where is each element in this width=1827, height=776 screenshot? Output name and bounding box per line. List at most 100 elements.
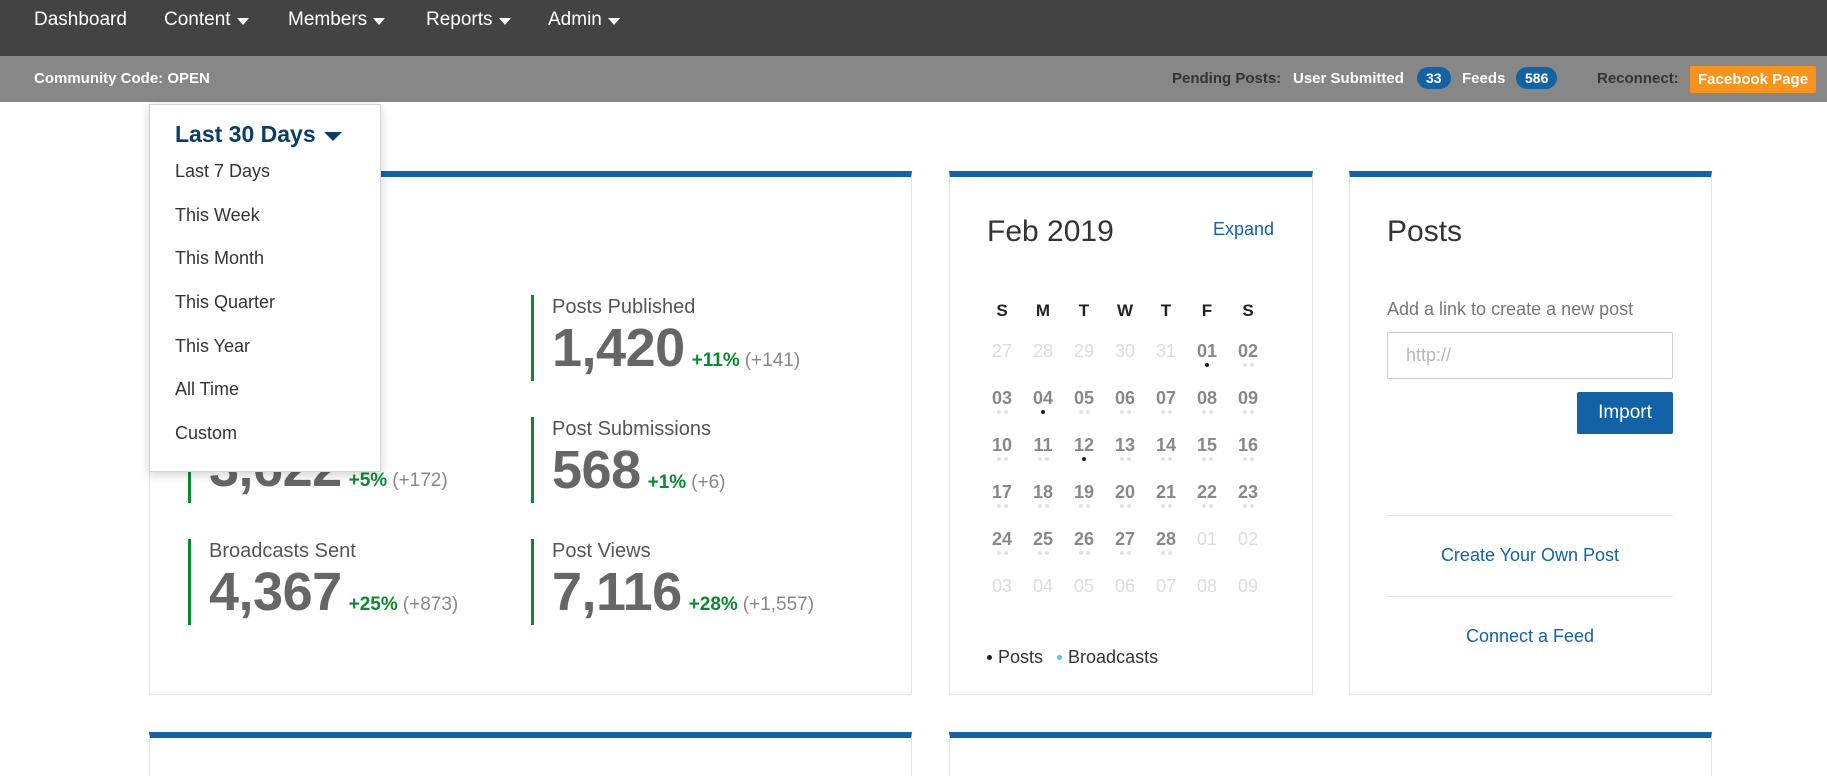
top-navigation-bar: Dashboard Content Members Reports Admin <box>0 0 1827 56</box>
import-button[interactable]: Import <box>1577 392 1673 434</box>
calendar-day[interactable]: 18 <box>1026 482 1060 509</box>
calendar-day[interactable]: 28 <box>1149 529 1183 556</box>
posts-published-delta: (+141) <box>744 350 801 371</box>
nav-dashboard-label: Dashboard <box>34 9 127 30</box>
weekday-header: F <box>1201 301 1213 320</box>
broadcasts-sent-stat: Broadcasts Sent 4,367 +25% (+873) <box>188 539 458 625</box>
range-option-all-time[interactable]: All Time <box>175 379 240 399</box>
calendar-day[interactable]: 10 <box>985 435 1019 462</box>
connect-feed-link[interactable]: Connect a Feed <box>1465 626 1595 646</box>
range-option-this-quarter[interactable]: This Quarter <box>175 292 276 312</box>
calendar-day[interactable]: 06 <box>1108 388 1142 415</box>
feeds-link[interactable]: Feeds <box>1462 70 1506 87</box>
feeds-count-badge[interactable]: 586 <box>1516 67 1558 89</box>
calendar-day[interactable]: 23 <box>1231 482 1265 509</box>
calendar-day[interactable]: 09 <box>1231 388 1265 415</box>
reconnect-label: Reconnect: <box>1597 70 1679 87</box>
calendar-day[interactable]: 08 <box>1190 388 1224 415</box>
calendar-day: 05 <box>1067 576 1101 597</box>
nav-members-menu[interactable]: Members <box>288 8 386 32</box>
nav-content-menu[interactable]: Content <box>164 8 249 32</box>
calendar-month-title: Feb 2019 <box>987 215 1114 248</box>
calendar-day[interactable]: 04 <box>1026 388 1060 415</box>
create-own-post-link[interactable]: Create Your Own Post <box>1440 545 1620 565</box>
date-range-selected[interactable]: Last 30 Days <box>175 121 342 148</box>
range-option-last-7-days[interactable]: Last 7 Days <box>175 161 271 181</box>
post-dot-icon <box>1119 504 1124 508</box>
calendar-day-number: 16 <box>1237 435 1259 455</box>
calendar-day[interactable]: 02 <box>1231 341 1265 368</box>
calendar-day[interactable]: 14 <box>1149 435 1183 462</box>
calendar-day-number: 19 <box>1073 482 1095 502</box>
user-submitted-count-badge[interactable]: 33 <box>1417 67 1451 89</box>
chevron-down-icon <box>607 17 620 25</box>
calendar-day[interactable]: 11 <box>1026 435 1060 462</box>
calendar-day-number: 01 <box>1196 529 1218 549</box>
calendar-day[interactable]: 26 <box>1067 529 1101 556</box>
posts-published-label: Posts Published <box>552 296 696 318</box>
calendar-day[interactable]: 22 <box>1190 482 1224 509</box>
post-dot-icon <box>1242 410 1247 414</box>
calendar-day-number: 05 <box>1073 576 1095 596</box>
calendar-day[interactable]: 16 <box>1231 435 1265 462</box>
post-dot-icon <box>1119 410 1124 414</box>
nav-dashboard[interactable]: Dashboard <box>34 8 127 32</box>
broadcast-dot-icon <box>1003 551 1008 555</box>
calendar-day[interactable]: 21 <box>1149 482 1183 509</box>
calendar-day[interactable]: 25 <box>1026 529 1060 556</box>
calendar-day[interactable]: 15 <box>1190 435 1224 462</box>
calendar-day[interactable]: 20 <box>1108 482 1142 509</box>
range-option-this-week[interactable]: This Week <box>175 205 260 225</box>
calendar-day-number: 17 <box>991 482 1013 502</box>
calendar-day[interactable]: 07 <box>1149 388 1183 415</box>
nav-reports-menu[interactable]: Reports <box>426 8 511 32</box>
broadcast-dot-icon <box>1085 504 1090 508</box>
calendar-day-number: 25 <box>1032 529 1054 549</box>
calendar-day[interactable]: 19 <box>1067 482 1101 509</box>
post-views-value: 7,116 <box>552 562 682 622</box>
calendar-day[interactable]: 12 <box>1067 435 1101 462</box>
posts-published-stat: Posts Published 1,420 +11% (+141) <box>531 295 800 381</box>
range-option-this-year[interactable]: This Year <box>175 336 251 356</box>
activity-dots <box>1067 457 1101 462</box>
range-option-this-month[interactable]: This Month <box>175 248 265 268</box>
calendar-day[interactable]: 17 <box>985 482 1019 509</box>
broadcast-dot-icon <box>1085 551 1090 555</box>
user-submitted-link[interactable]: User Submitted <box>1293 70 1404 87</box>
calendar-day: 03 <box>985 576 1019 597</box>
post-dot-icon <box>1201 504 1206 508</box>
calendar-day-number: 27 <box>991 341 1013 361</box>
calendar-expand-link[interactable]: Expand <box>1212 219 1274 239</box>
post-submissions-delta: (+6) <box>691 472 726 493</box>
weekday-header: T <box>1160 301 1172 320</box>
calendar-day: 06 <box>1108 576 1142 597</box>
new-post-hint: Add a link to create a new post <box>1387 299 1634 319</box>
calendar-day[interactable]: 05 <box>1067 388 1101 415</box>
activity-dots <box>1231 457 1265 462</box>
post-dot-icon <box>1201 410 1206 414</box>
activity-dots <box>1149 504 1183 509</box>
divider <box>1387 515 1673 516</box>
calendar-card: Feb 2019 Expand S M T W T F S 27 28 29 30 31 01 02 03 0… <box>949 171 1313 695</box>
range-option-custom[interactable]: Custom <box>175 423 238 443</box>
broadcast-dot-icon <box>1249 457 1254 461</box>
nav-admin-menu[interactable]: Admin <box>548 8 620 32</box>
calendar-day[interactable]: 24 <box>985 529 1019 556</box>
post-submissions-value: 568 <box>552 440 641 500</box>
post-dot-icon <box>1037 504 1042 508</box>
calendar-day[interactable]: 27 <box>1108 529 1142 556</box>
calendar-day[interactable]: 03 <box>985 388 1019 415</box>
calendar-day[interactable]: 13 <box>1108 435 1142 462</box>
calendar-day-number: 09 <box>1237 576 1259 596</box>
calendar-day[interactable]: 01 <box>1190 341 1224 368</box>
calendar-day-number: 21 <box>1155 482 1177 502</box>
calendar-day-number: 05 <box>1073 388 1095 408</box>
calendar-day-number: 06 <box>1114 576 1136 596</box>
reconnect-facebook-page-button[interactable]: Facebook Page <box>1690 66 1817 93</box>
post-url-input[interactable] <box>1387 332 1673 379</box>
calendar-day-number: 08 <box>1196 388 1218 408</box>
calendar-day: 01 <box>1190 529 1224 550</box>
calendar-day: 31 <box>1149 341 1183 362</box>
broadcasts-sent-label: Broadcasts Sent <box>209 540 356 562</box>
activity-dots <box>1067 410 1101 415</box>
